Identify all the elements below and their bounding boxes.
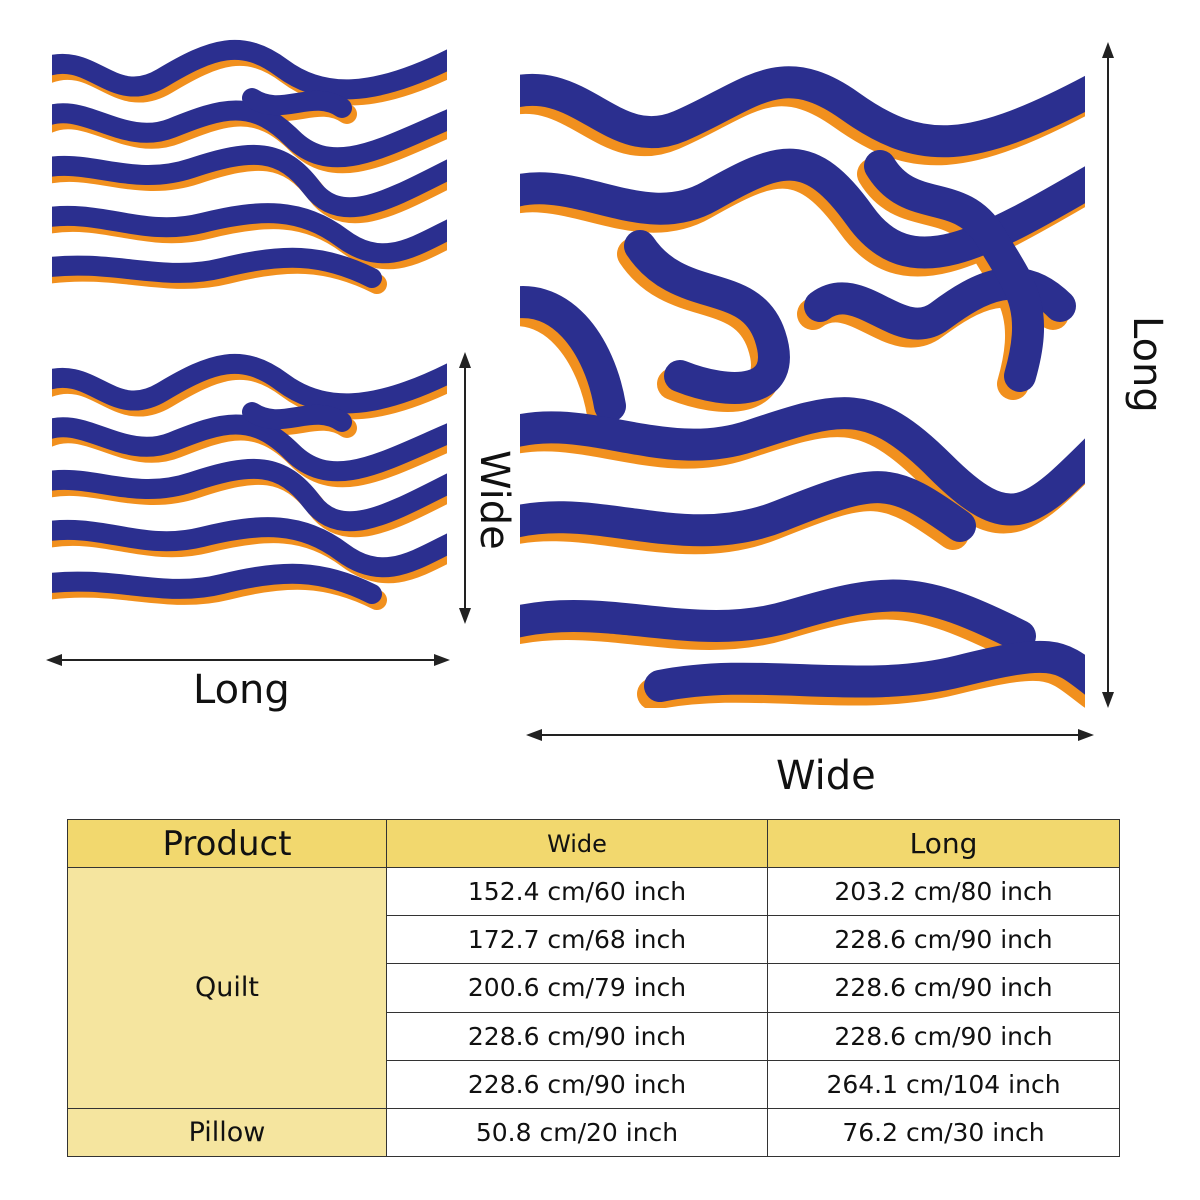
- pillow-long-label: Long: [193, 667, 290, 713]
- product-cell-pillow: Pillow: [67, 1107, 387, 1158]
- quilt-long-arrow: [1098, 42, 1118, 708]
- quilt-long-label: Long: [1124, 316, 1170, 413]
- quilt-wide-label: Wide: [776, 753, 876, 799]
- table-header-row: Product Wide Long: [67, 818, 1120, 869]
- long-cell: 228.6 cm/90 inch: [767, 1011, 1120, 1061]
- table-row: 228.6 cm/90 inch 264.1 cm/104 inch: [68, 1059, 1120, 1109]
- header-product: Product: [67, 818, 387, 869]
- pillow-wide-label: Wide: [471, 450, 517, 550]
- wide-cell: 152.4 cm/60 inch: [386, 867, 768, 917]
- long-cell: 228.6 cm/90 inch: [767, 963, 1120, 1013]
- long-cell: 228.6 cm/90 inch: [767, 915, 1120, 965]
- wide-cell: 228.6 cm/90 inch: [386, 1059, 768, 1109]
- table-row: 228.6 cm/90 inch 228.6 cm/90 inch: [68, 1011, 1120, 1061]
- long-cell: 264.1 cm/104 inch: [767, 1059, 1120, 1109]
- table-row: 200.6 cm/79 inch 228.6 cm/90 inch: [68, 963, 1120, 1013]
- wide-cell: 50.8 cm/20 inch: [386, 1107, 768, 1158]
- table-row: Quilt 152.4 cm/60 inch 203.2 cm/80 inch: [67, 867, 1120, 1109]
- pillow-image-bottom: [52, 352, 447, 618]
- pillow-wide-arrow: [455, 352, 475, 624]
- wide-cell: 172.7 cm/68 inch: [386, 915, 768, 965]
- size-table: Product Wide Long Quilt 152.4 cm/60 inch…: [67, 818, 1120, 1158]
- product-cell-quilt: Quilt: [67, 867, 387, 1109]
- header-wide: Wide: [386, 818, 768, 869]
- header-long: Long: [767, 818, 1120, 869]
- wide-cell: 228.6 cm/90 inch: [386, 1011, 768, 1061]
- pillow-long-arrow: [46, 650, 450, 670]
- pillow-image-top: [52, 38, 447, 300]
- wide-cell: 200.6 cm/79 inch: [386, 963, 768, 1013]
- table-row: Pillow 50.8 cm/20 inch 76.2 cm/30 inch: [67, 1107, 1120, 1158]
- long-cell: 76.2 cm/30 inch: [767, 1107, 1120, 1158]
- table-row: 172.7 cm/68 inch 228.6 cm/90 inch: [68, 915, 1120, 965]
- quilt-image: [520, 46, 1085, 708]
- long-cell: 203.2 cm/80 inch: [767, 867, 1120, 917]
- quilt-wide-arrow: [526, 725, 1094, 745]
